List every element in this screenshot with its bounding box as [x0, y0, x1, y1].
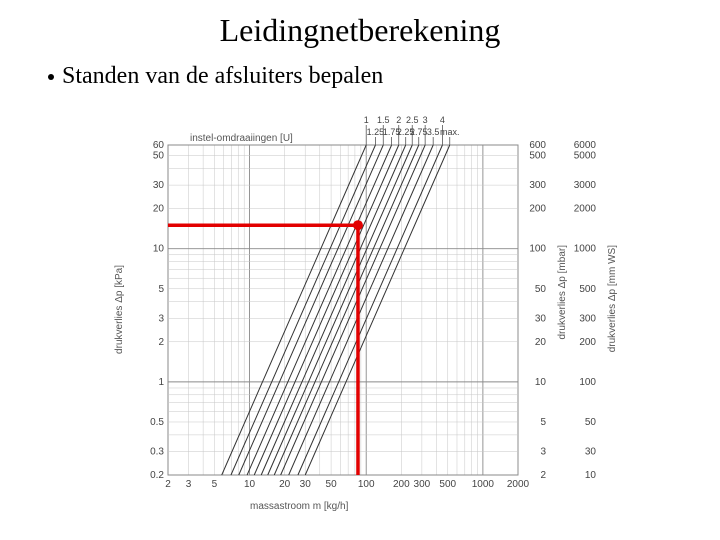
svg-text:20: 20 — [153, 204, 165, 215]
svg-text:100: 100 — [529, 244, 546, 255]
svg-text:300: 300 — [579, 313, 596, 324]
svg-text:2: 2 — [540, 470, 546, 481]
svg-text:1.5: 1.5 — [377, 115, 390, 125]
svg-text:500: 500 — [529, 151, 546, 162]
svg-text:3: 3 — [423, 115, 428, 125]
chart-svg: 11.251.51.7522.252.52.7533.54max.0.20.30… — [120, 115, 620, 510]
svg-text:50: 50 — [326, 479, 338, 490]
svg-text:3.5: 3.5 — [427, 127, 440, 137]
svg-text:10: 10 — [535, 377, 547, 388]
svg-text:1: 1 — [364, 115, 369, 125]
bullet-item: Standen van de afsluiters bepalen — [48, 63, 720, 90]
svg-text:50: 50 — [585, 417, 597, 428]
svg-text:1.25: 1.25 — [367, 127, 385, 137]
bullet-text: Standen van de afsluiters bepalen — [62, 63, 383, 90]
svg-text:600: 600 — [529, 140, 546, 151]
svg-text:300: 300 — [414, 479, 431, 490]
svg-text:3000: 3000 — [574, 180, 597, 191]
svg-text:2: 2 — [158, 337, 164, 348]
svg-text:4: 4 — [440, 115, 445, 125]
x-axis-label: massastroom m [kg/h] — [250, 501, 348, 512]
svg-text:max.: max. — [440, 127, 460, 137]
svg-text:100: 100 — [358, 479, 375, 490]
svg-text:500: 500 — [579, 284, 596, 295]
svg-text:20: 20 — [279, 479, 291, 490]
y-right2-label: drukverlies Δp [mm WS] — [607, 245, 618, 352]
svg-text:5000: 5000 — [574, 151, 597, 162]
bullet-dot-icon — [48, 74, 54, 80]
svg-text:500: 500 — [439, 479, 456, 490]
svg-text:10: 10 — [585, 470, 597, 481]
svg-text:6000: 6000 — [574, 140, 597, 151]
top-scale-label: instel-omdraaiingen [U] — [190, 133, 293, 144]
svg-text:2000: 2000 — [507, 479, 530, 490]
svg-text:200: 200 — [393, 479, 410, 490]
svg-text:300: 300 — [529, 180, 546, 191]
svg-text:0.2: 0.2 — [150, 470, 164, 481]
svg-text:3: 3 — [186, 479, 192, 490]
svg-text:0.3: 0.3 — [150, 447, 164, 458]
svg-text:5: 5 — [158, 284, 164, 295]
svg-text:100: 100 — [579, 377, 596, 388]
svg-text:2.5: 2.5 — [406, 115, 419, 125]
svg-text:30: 30 — [535, 313, 547, 324]
svg-text:60: 60 — [153, 140, 165, 151]
svg-text:200: 200 — [579, 337, 596, 348]
svg-text:3: 3 — [540, 447, 546, 458]
svg-text:30: 30 — [153, 180, 165, 191]
svg-text:30: 30 — [585, 447, 597, 458]
svg-text:2: 2 — [396, 115, 401, 125]
svg-text:50: 50 — [535, 284, 547, 295]
y-right1-label: drukverlies Δp [mbar] — [557, 245, 568, 340]
valve-nomograph-chart: 11.251.51.7522.252.52.7533.54max.0.20.30… — [120, 115, 620, 510]
svg-text:50: 50 — [153, 151, 165, 162]
svg-text:1000: 1000 — [472, 479, 495, 490]
svg-text:5: 5 — [212, 479, 218, 490]
svg-text:30: 30 — [300, 479, 312, 490]
svg-text:200: 200 — [529, 204, 546, 215]
svg-text:20: 20 — [535, 337, 547, 348]
svg-text:1: 1 — [158, 377, 164, 388]
svg-text:10: 10 — [244, 479, 256, 490]
svg-text:2: 2 — [165, 479, 171, 490]
svg-text:0.5: 0.5 — [150, 417, 164, 428]
svg-text:1000: 1000 — [574, 244, 597, 255]
svg-text:3: 3 — [158, 313, 164, 324]
svg-text:10: 10 — [153, 244, 165, 255]
y-left-label: drukverlies Δp [kPa] — [114, 265, 125, 354]
page-title: Leidingnetberekening — [0, 0, 720, 49]
svg-text:5: 5 — [540, 417, 546, 428]
svg-text:2000: 2000 — [574, 204, 597, 215]
